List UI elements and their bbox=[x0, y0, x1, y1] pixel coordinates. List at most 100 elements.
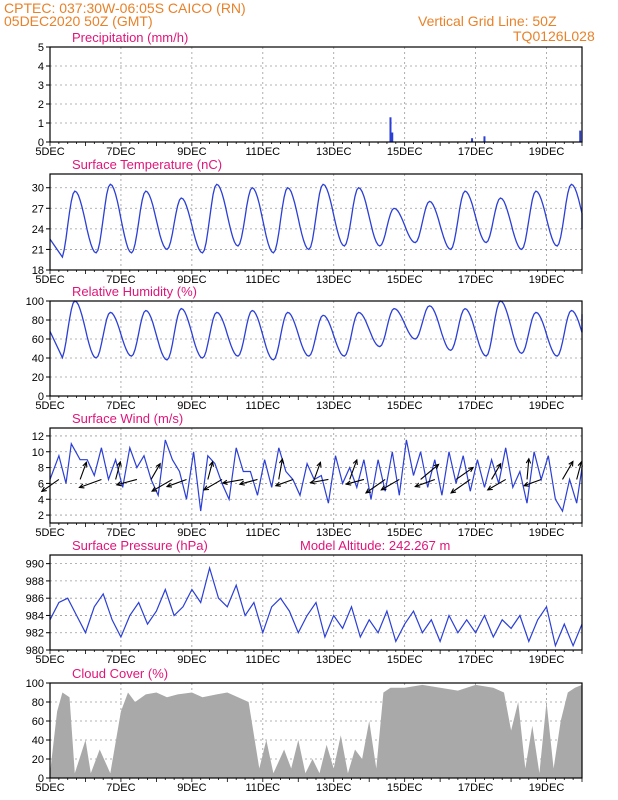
surface-wind-xtick-label: 19DEC bbox=[529, 527, 565, 539]
surface-pressure-ytick-label: 982 bbox=[26, 628, 44, 640]
wind-arrow-head bbox=[568, 460, 574, 467]
surface-temperature-xtick-label: 5DEC bbox=[35, 274, 64, 286]
cloud-cover-area bbox=[50, 684, 582, 778]
wind-arrow bbox=[115, 461, 121, 480]
cloud-cover-xtick-label: 5DEC bbox=[35, 782, 64, 794]
wind-arrow-head bbox=[468, 466, 475, 473]
relative-humidity-xtick-label: 13DEC bbox=[316, 400, 352, 412]
precipitation-xtick-label: 15DEC bbox=[387, 146, 423, 158]
wind-arrow bbox=[576, 461, 582, 480]
precipitation-xtick-label: 5DEC bbox=[35, 146, 64, 158]
surface-temperature-xtick-label: 13DEC bbox=[316, 274, 352, 286]
surface-temperature-frame bbox=[49, 173, 583, 271]
wind-arrow-head bbox=[155, 462, 161, 469]
wind-arrow-head bbox=[364, 488, 372, 494]
cloud-cover-ytick-label: 0 bbox=[38, 773, 44, 785]
relative-humidity-ytick-label: 100 bbox=[26, 296, 44, 308]
surface-temperature-ytick-label: 27 bbox=[32, 203, 44, 215]
wind-arrow-head bbox=[274, 481, 281, 487]
wind-arrow bbox=[207, 461, 214, 480]
surface-wind-ytick-label: 2 bbox=[38, 510, 44, 522]
surface-temperature-ytick-label: 21 bbox=[32, 244, 44, 256]
precipitation-xtick-label: 13DEC bbox=[316, 146, 352, 158]
surface-wind-ytick-label: 10 bbox=[32, 447, 44, 459]
cloud-cover-xtick-label: 19DEC bbox=[529, 782, 565, 794]
surface-temperature-xtick-label: 9DEC bbox=[177, 274, 206, 286]
wind-arrow-head bbox=[221, 479, 228, 485]
wind-arrow-head bbox=[309, 479, 316, 485]
surface-temperature-ytick-label: 24 bbox=[32, 224, 44, 236]
precipitation-bar bbox=[391, 132, 394, 142]
wind-arrow-head bbox=[486, 485, 493, 491]
surface-pressure-ytick-label: 984 bbox=[26, 610, 44, 622]
surface-wind-xtick-label: 17DEC bbox=[458, 527, 494, 539]
wind-arrow-head bbox=[525, 457, 532, 464]
wind-arrow-head bbox=[450, 488, 457, 494]
wind-arrow bbox=[450, 479, 471, 494]
wind-arrow bbox=[275, 478, 294, 487]
wind-arrow-head bbox=[116, 460, 122, 467]
surface-pressure-title: Surface Pressure (hPa) bbox=[72, 538, 208, 553]
wind-arrow bbox=[239, 478, 258, 485]
surface-wind-xtick-label: 15DEC bbox=[387, 527, 423, 539]
precipitation-xtick-label: 17DEC bbox=[458, 146, 494, 158]
surface-pressure-xtick-label: 9DEC bbox=[177, 654, 206, 666]
precipitation-ytick-label: 5 bbox=[38, 42, 44, 54]
wind-arrow bbox=[526, 458, 530, 480]
wind-arrow-head bbox=[115, 481, 122, 487]
surface-pressure-ytick-label: 980 bbox=[26, 645, 44, 657]
relative-humidity-series-line bbox=[49, 300, 583, 361]
wind-arrow bbox=[415, 478, 436, 488]
wind-arrow bbox=[491, 463, 502, 480]
wind-arrow bbox=[346, 478, 365, 485]
surface-temperature-xtick-label: 7DEC bbox=[106, 274, 135, 286]
surface-pressure-ytick-label: 988 bbox=[26, 576, 44, 588]
relative-humidity-title: Relative Humidity (%) bbox=[72, 284, 197, 299]
wind-arrow-head bbox=[202, 485, 210, 491]
cloud-cover-ytick-label: 40 bbox=[32, 735, 44, 747]
precipitation-bar bbox=[471, 138, 474, 142]
precipitation-ytick-label: 4 bbox=[38, 61, 44, 73]
surface-wind-ytick-label: 6 bbox=[38, 478, 44, 490]
surface-temperature-xtick-label: 19DEC bbox=[529, 274, 565, 286]
precipitation-bar bbox=[483, 136, 486, 142]
wind-arrow-head bbox=[522, 481, 530, 487]
surface-pressure-xtick-label: 7DEC bbox=[106, 654, 135, 666]
relative-humidity-xtick-label: 17DEC bbox=[458, 400, 494, 412]
wind-arrow-head bbox=[82, 461, 88, 468]
surface-wind-xtick-label: 11DEC bbox=[245, 527, 280, 539]
wind-arrow bbox=[203, 478, 223, 491]
surface-pressure-series-line bbox=[49, 565, 583, 648]
surface-temperature-series-line bbox=[49, 183, 583, 259]
wind-arrow bbox=[562, 461, 574, 480]
surface-pressure-annotation: Model Altitude: 242.267 m bbox=[300, 538, 450, 553]
wind-arrow-head bbox=[78, 483, 85, 489]
wind-arrow-head bbox=[40, 486, 47, 493]
wind-arrow-head bbox=[316, 461, 322, 468]
surface-pressure-xtick-label: 11DEC bbox=[245, 654, 280, 666]
wind-arrow-head bbox=[352, 458, 358, 465]
wind-arrow-head bbox=[208, 460, 215, 467]
precipitation-xtick-label: 9DEC bbox=[177, 146, 206, 158]
precipitation-title: Precipitation (mm/h) bbox=[72, 30, 188, 45]
wind-arrow bbox=[79, 462, 87, 480]
precipitation-frame bbox=[49, 46, 583, 143]
header-grid-note: Vertical Grid Line: 50Z bbox=[418, 13, 557, 29]
wind-arrow-head bbox=[433, 463, 440, 470]
surface-pressure-xtick-label: 13DEC bbox=[316, 654, 352, 666]
surface-pressure-ytick-label: 990 bbox=[26, 559, 44, 571]
surface-pressure-xtick-label: 15DEC bbox=[387, 654, 423, 666]
relative-humidity-ytick-label: 80 bbox=[32, 315, 44, 327]
relative-humidity-ytick-label: 0 bbox=[38, 391, 44, 403]
relative-humidity-xtick-label: 7DEC bbox=[106, 400, 135, 412]
precipitation-ytick-label: 2 bbox=[38, 99, 44, 111]
wind-arrow bbox=[455, 467, 474, 480]
wind-arrow-head bbox=[345, 480, 352, 486]
wind-arrow-head bbox=[496, 462, 502, 469]
relative-humidity-frame bbox=[49, 300, 583, 397]
wind-arrow bbox=[420, 463, 439, 480]
relative-humidity-xtick-label: 9DEC bbox=[177, 400, 206, 412]
header-location: CPTEC: 037:30W-06:05S CAICO (RN) bbox=[4, 0, 246, 16]
surface-pressure-xtick-label: 17DEC bbox=[458, 654, 494, 666]
